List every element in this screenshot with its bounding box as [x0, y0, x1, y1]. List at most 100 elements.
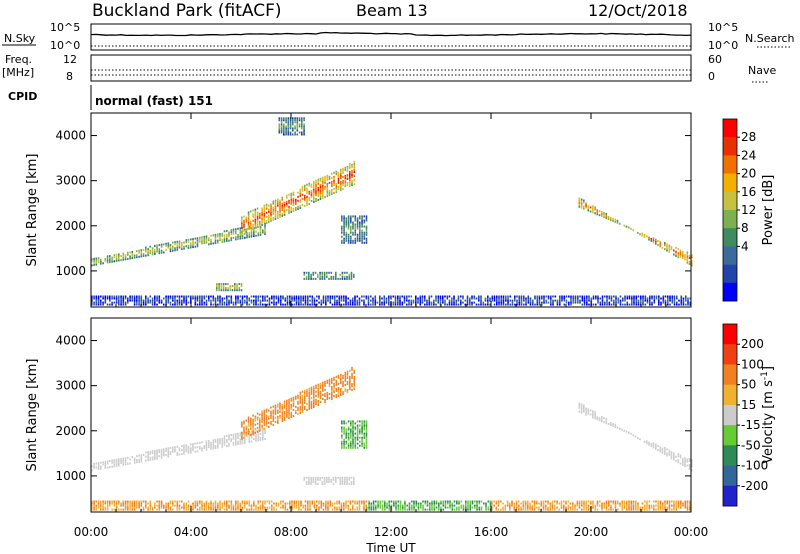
velocity-echo-cell: [156, 451, 158, 454]
power-echo-cell: [442, 301, 444, 304]
velocity-echo-cell: [317, 383, 320, 386]
velocity-echo-cell: [301, 402, 304, 405]
velocity-echo-cell: [237, 504, 239, 507]
power-echo-cell: [296, 129, 299, 132]
power-echo-cell: [248, 233, 251, 236]
power-echo-cell: [516, 299, 518, 302]
power-echo-cell: [91, 258, 93, 261]
power-echo-cell: [340, 181, 342, 183]
power-echo-cell: [317, 178, 320, 181]
velocity-echo-cell: [348, 478, 351, 481]
velocity-echo-cell: [115, 508, 118, 511]
power-echo-cell: [587, 209, 590, 212]
velocity-echo-cell: [309, 506, 311, 509]
power-echo-cell: [385, 297, 388, 300]
power-echo-cell: [365, 295, 368, 298]
velocity-echo-cell: [495, 500, 498, 503]
velocity-echo-cell: [605, 506, 608, 509]
velocity-echo-cell: [431, 500, 433, 503]
velocity-cbar-tick-label: -50: [741, 438, 761, 452]
velocity-echo-cell: [352, 424, 354, 427]
power-echo-cell: [349, 175, 351, 177]
velocity-echo-cell: [221, 443, 224, 446]
power-echo-cell: [597, 299, 599, 302]
power-echo-cell: [363, 241, 366, 244]
velocity-echo-cell: [339, 480, 342, 483]
power-echo-cell: [176, 246, 179, 249]
power-echo-cell: [670, 246, 673, 249]
velocity-echo-cell: [342, 374, 344, 377]
velocity-echo-cell: [299, 399, 302, 402]
velocity-echo-cell: [115, 464, 118, 467]
power-echo-cell: [111, 301, 113, 304]
power-echo-cell: [343, 221, 345, 224]
velocity-echo-cell: [102, 508, 104, 511]
velocity-echo-cell: [345, 442, 348, 445]
velocity-echo-cell: [485, 506, 487, 509]
power-echo-cell: [133, 299, 136, 302]
nsky-trace: [90, 31, 692, 37]
power-echo-cell: [244, 232, 246, 235]
power-echo-cell: [138, 249, 140, 252]
power-echo-cell: [212, 303, 215, 306]
power-echo-cell: [328, 194, 331, 197]
velocity-echo-cell: [585, 413, 587, 416]
velocity-echo-cell: [154, 451, 156, 454]
velocity-echo-cell: [289, 504, 291, 507]
velocity-echo-cell: [353, 380, 356, 382]
power-echo-cell: [246, 297, 248, 300]
power-echo-cell: [388, 301, 390, 304]
velocity-echo-cell: [214, 447, 217, 449]
power-echo-cell: [333, 179, 335, 182]
velocity-echo-cell: [644, 500, 646, 503]
velocity-echo-cell: [522, 508, 525, 511]
velocity-echo-cell: [345, 432, 348, 435]
velocity-echo-cell: [334, 506, 336, 509]
power-echo-cell: [352, 233, 354, 236]
power-echo-cell: [471, 297, 473, 300]
velocity-echo-cell: [263, 411, 266, 414]
power-echo-cell: [145, 303, 147, 306]
velocity-echo-cell: [313, 389, 315, 392]
power-echo-cell: [196, 239, 199, 242]
velocity-echo-cell: [365, 420, 368, 423]
velocity-echo-cell: [221, 439, 224, 442]
power-echo-cell: [335, 187, 338, 189]
power-echo-cell: [271, 295, 273, 298]
power-echo-cell: [109, 255, 111, 257]
power-echo-cell: [480, 295, 482, 298]
power-echo-cell: [679, 253, 682, 256]
power-echo-cell: [235, 236, 237, 239]
velocity-echo-cell: [172, 448, 174, 451]
velocity-echo-cell: [226, 502, 228, 505]
velocity-echo-cell: [547, 506, 549, 509]
velocity-echo-cell: [628, 504, 630, 507]
power-echo-cell: [261, 211, 263, 214]
velocity-echo-cell: [221, 437, 224, 440]
power-echo-cell: [308, 182, 311, 185]
velocity-echo-cell: [315, 403, 317, 405]
time-tick-label: 12:00: [374, 525, 409, 539]
power-echo-cell: [264, 225, 266, 227]
velocity-echo-cell: [302, 506, 305, 509]
power-echo-cell: [329, 299, 332, 302]
power-echo-cell: [680, 297, 683, 300]
power-echo-cell: [610, 303, 613, 306]
velocity-echo-cell: [594, 411, 596, 414]
power-echo-cell: [295, 295, 298, 298]
power-echo-cell: [256, 219, 259, 222]
power-echo-cell: [668, 248, 671, 251]
power-echo-cell: [354, 299, 356, 302]
power-echo-cell: [219, 295, 221, 298]
power-echo-cell: [279, 199, 281, 202]
power-echo-cell: [174, 299, 176, 302]
velocity-echo-cell: [243, 426, 245, 429]
power-echo-cell: [129, 255, 131, 258]
velocity-echo-cell: [321, 480, 324, 483]
velocity-echo-cell: [318, 506, 320, 509]
power-echo-cell: [201, 238, 203, 241]
power-echo-cell: [235, 297, 237, 300]
power-echo-cell: [365, 231, 368, 234]
power-echo-cell: [115, 299, 118, 302]
power-echo-cell: [430, 295, 433, 298]
